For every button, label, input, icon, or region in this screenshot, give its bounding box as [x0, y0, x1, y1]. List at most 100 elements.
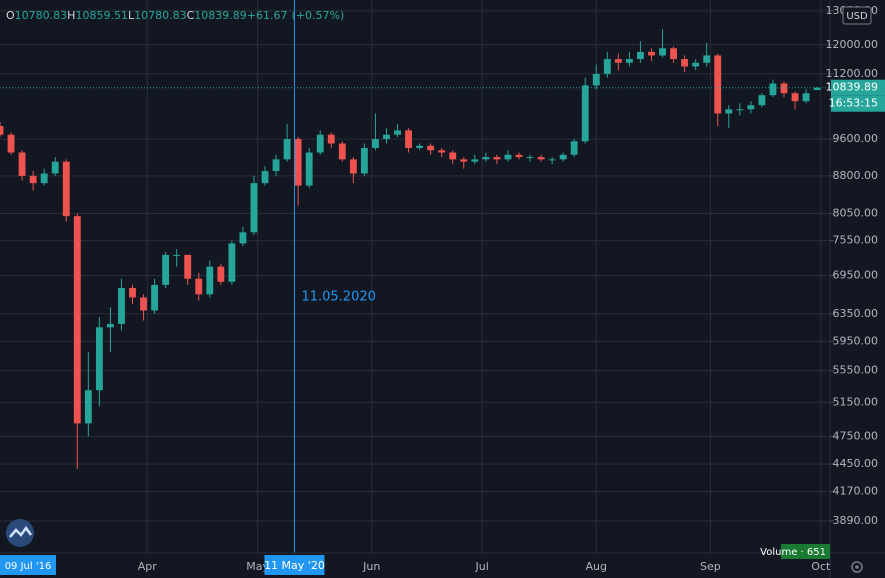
change-pct: (+0.57%) [292, 9, 345, 22]
volume-label: Volume · 651 [760, 547, 826, 558]
x-tick-label: May [246, 560, 269, 573]
ohlc-value: 10859.51 [75, 9, 128, 22]
gear[interactable] [851, 561, 863, 573]
candle-body [725, 109, 733, 114]
candle-body [592, 73, 600, 86]
ohlc-key: H [67, 9, 75, 22]
candle-body [305, 152, 313, 186]
y-tick-label: 6350.00 [833, 307, 879, 320]
crosshair-label-box [264, 555, 325, 575]
candle-body [338, 143, 346, 160]
candle-body [129, 287, 136, 298]
candle-body [140, 297, 147, 311]
ohlc-value: 10780.83 [15, 9, 68, 22]
candle-body [515, 154, 523, 158]
y-tick-label: 8050.00 [833, 207, 879, 220]
y-tick-label: 11200.00 [826, 67, 879, 80]
ohlc-key: L [128, 9, 135, 22]
candle-body [625, 59, 633, 63]
ohlc-value: 10780.83 [134, 9, 187, 22]
candle-body [648, 51, 655, 56]
crosshair-annotation: 11.05.2020 [301, 290, 375, 305]
volume-label-box [781, 544, 830, 559]
candle-body [449, 152, 457, 160]
candle-body [692, 62, 700, 67]
candle-body [614, 59, 622, 63]
candle-body [526, 157, 534, 159]
y-tick-label: 9600.00 [833, 132, 879, 145]
candle-body [537, 157, 545, 160]
candle-body [272, 159, 280, 172]
candle-body [316, 134, 324, 153]
candle-body [62, 161, 70, 217]
candle-body [29, 175, 37, 184]
candle-body [84, 390, 92, 424]
logo[interactable] [6, 519, 34, 547]
candle-body [769, 83, 777, 96]
candle-body [51, 161, 59, 174]
crosshair-label: 11 May '20 [264, 559, 325, 572]
grid [0, 0, 830, 553]
candle-body [813, 87, 821, 91]
ohlc-key: O [6, 9, 15, 22]
candle-body [659, 48, 666, 56]
y-tick-label: 7550.00 [833, 234, 879, 247]
candle-body [228, 243, 236, 282]
candle-body [703, 55, 711, 63]
settings-icon[interactable] [851, 561, 863, 573]
start-label-box [0, 555, 56, 575]
countdown: 16:53:15 [829, 97, 878, 110]
candle-body [184, 254, 192, 279]
y-tick-label: 4750.00 [833, 430, 879, 443]
candle-body [261, 171, 269, 184]
ohlc-key: C [187, 9, 195, 22]
candle-body [548, 159, 556, 161]
candle-body [118, 287, 125, 324]
candle-body [460, 159, 468, 162]
candle-body [206, 266, 214, 295]
candle-body [581, 85, 589, 142]
logo-mark [9, 525, 33, 538]
y-tick-label: 3890.00 [833, 514, 879, 527]
currency-box[interactable] [842, 6, 872, 25]
plot: 11.05.2020 [0, 0, 830, 553]
ohlc-header: O10780.83H10859.51L10780.83C10839.89+61.… [6, 9, 344, 22]
candle-body [327, 134, 335, 144]
candle-body [383, 134, 390, 140]
start-label: 09 Jul '16 [5, 561, 52, 572]
x-tick-label: Oct [811, 560, 831, 573]
x-tick-label: Jun [362, 560, 380, 573]
x-tick-label: Sep [700, 560, 721, 573]
change: +61.67 [247, 9, 288, 22]
candle-body [504, 154, 512, 160]
x-tick-label: Apr [138, 560, 158, 573]
candle-body [372, 139, 379, 148]
candle-body [283, 139, 291, 160]
y-tick-label: 12000.00 [826, 38, 879, 51]
candle-body [106, 323, 114, 328]
x-tick-label: Aug [586, 560, 607, 573]
y-tick-label: 5550.00 [833, 364, 879, 377]
candle-body [603, 59, 611, 74]
candle-body [162, 254, 170, 285]
price-label: 10839.89 [826, 81, 879, 94]
candle-body [493, 157, 501, 160]
candle-body [714, 55, 722, 114]
y-tick-label: 4450.00 [833, 457, 879, 470]
currency[interactable]: USD [846, 11, 868, 22]
countdown-box [831, 95, 885, 112]
candle-body [559, 154, 567, 160]
candle-body [217, 266, 225, 282]
y-tick-label: 4170.00 [833, 485, 879, 498]
candle-body [681, 59, 689, 67]
candle-body [73, 216, 81, 424]
x-tick-label: Jul [475, 560, 489, 573]
candle-body [416, 145, 424, 148]
candle-body [482, 157, 490, 160]
gear-center [855, 565, 859, 569]
candle-body [802, 93, 810, 102]
candle-body [173, 254, 181, 256]
candle-body [670, 48, 677, 60]
axes: 3890.00 4170.00 4450.00 4750.00 5150.00 5550.… [0, 4, 885, 575]
candle-body [736, 109, 744, 111]
